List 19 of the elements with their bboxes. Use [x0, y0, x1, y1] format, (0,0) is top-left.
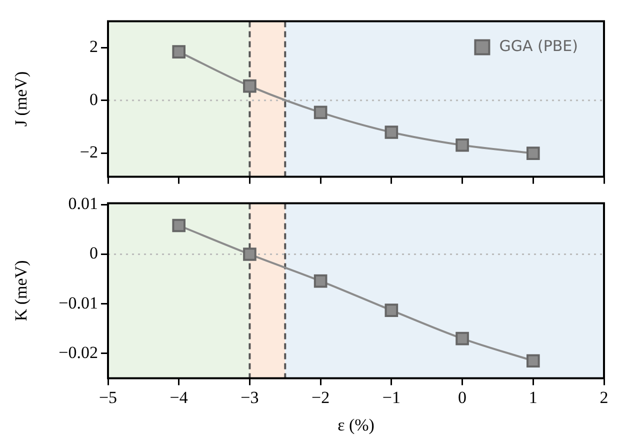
y-axis-title: J (meV)	[12, 71, 31, 127]
y-tick-label: −0.01	[58, 293, 98, 312]
x-tick-label: −4	[170, 388, 188, 407]
x-tick-label: 1	[528, 388, 538, 407]
y-tick-label: 0	[90, 90, 98, 109]
y-tick-label: 2	[90, 37, 98, 56]
y-tick-label: 0.01	[68, 194, 98, 214]
x-tick-label: −1	[382, 388, 400, 407]
x-axis-title: ε (%)	[338, 415, 374, 434]
x-tick-label: −2	[312, 388, 330, 407]
y-axis-title: K (meV)	[12, 260, 31, 322]
x-tick-label: −5	[98, 388, 118, 407]
y-tick-label: 0	[90, 244, 98, 263]
y-tick-label: −2	[80, 142, 98, 162]
x-tick-label: −3	[240, 388, 259, 407]
x-tick-label: 0	[458, 388, 467, 407]
y-tick-label: −0.02	[58, 342, 98, 362]
x-tick-label: 2	[600, 388, 608, 407]
legend-label: GGA (PBE)	[499, 37, 578, 56]
